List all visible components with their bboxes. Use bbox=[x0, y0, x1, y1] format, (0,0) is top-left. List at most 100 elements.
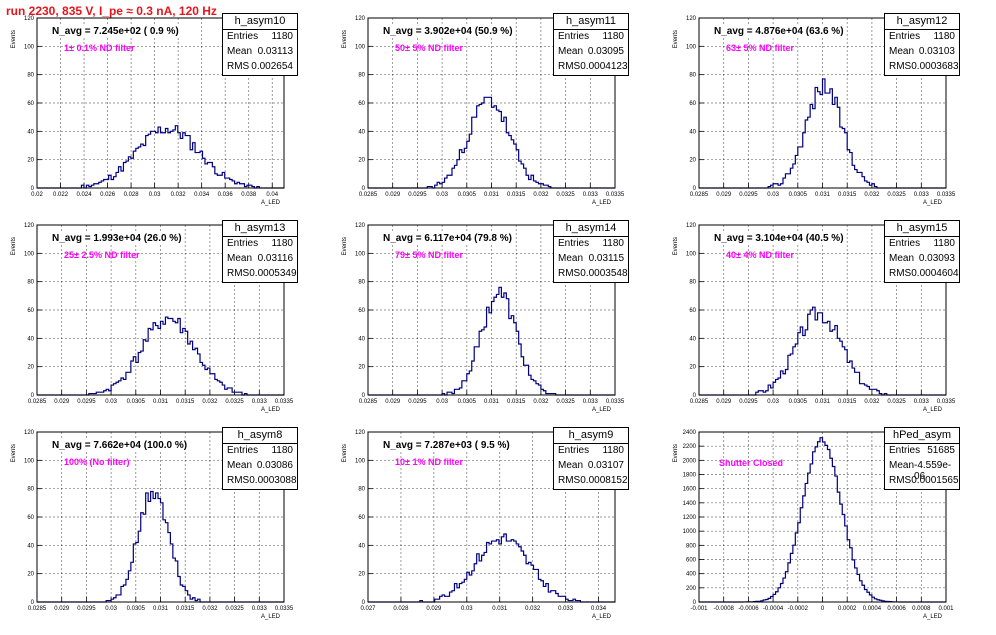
x-tick-label: 0.034 bbox=[194, 192, 210, 198]
y-tick-label: 100 bbox=[355, 458, 366, 464]
x-tick-label: 0.0335 bbox=[937, 399, 956, 405]
stats-value: 1180 bbox=[602, 31, 624, 42]
stats-key: Entries bbox=[889, 238, 921, 249]
y-tick-label: 1000 bbox=[683, 529, 697, 535]
x-tick-label: 0.029 bbox=[54, 399, 70, 405]
y-axis-title: Events bbox=[342, 237, 348, 255]
stats-value: 0.03086 bbox=[256, 460, 293, 471]
x-tick-label: 0.03 bbox=[436, 399, 448, 405]
y-tick-label: 0 bbox=[31, 393, 35, 399]
filter-label: 25± 2.5% ND filter bbox=[64, 250, 140, 260]
x-tick-label: 0.0295 bbox=[408, 399, 427, 405]
x-tick-label: 0.036 bbox=[218, 192, 234, 198]
y-tick-label: 60 bbox=[358, 101, 365, 107]
x-tick-label: 0.0335 bbox=[275, 399, 294, 405]
histogram-name: h_asym10 bbox=[223, 14, 297, 30]
x-tick-label: 0.02 bbox=[31, 192, 43, 198]
stats-row: Entries 1180 bbox=[885, 237, 959, 252]
stats-value: 0.03115 bbox=[588, 253, 624, 264]
y-tick-label: 0 bbox=[362, 393, 366, 399]
y-tick-label: 200 bbox=[686, 586, 697, 592]
histogram-name: h_asym15 bbox=[885, 221, 959, 237]
y-tick-label: 120 bbox=[24, 16, 35, 22]
y-tick-label: 100 bbox=[355, 251, 366, 257]
x-tick-label: 0.032 bbox=[202, 606, 218, 612]
stats-key: Entries bbox=[558, 238, 590, 249]
y-tick-label: 100 bbox=[686, 44, 697, 50]
stats-box: h_asym13 Entries 1180 Mean 0.03116 RMS 0.00053… bbox=[222, 220, 298, 283]
stats-row: Mean 0.03115 bbox=[554, 252, 628, 267]
stats-value: 0.0008152 bbox=[580, 475, 628, 486]
stats-value: 0.0003088 bbox=[249, 475, 297, 486]
y-tick-label: 100 bbox=[686, 251, 697, 257]
stats-value: 0.002654 bbox=[251, 61, 293, 72]
y-tick-label: 600 bbox=[686, 558, 697, 564]
x-tick-label: 0.033 bbox=[583, 192, 599, 198]
stats-row: RMS 0.0008152 bbox=[554, 474, 628, 489]
stats-key: RMS bbox=[889, 268, 912, 279]
histogram-name: h_asym12 bbox=[885, 14, 959, 30]
x-tick-label: 0.0305 bbox=[789, 192, 808, 198]
plot-frame bbox=[698, 224, 947, 396]
y-axis-title: Events bbox=[673, 237, 679, 255]
x-tick-label: 0.03 bbox=[105, 606, 117, 612]
histogram-pad-h-asym14: 0.0285 0.029 0.0295 0.03 0.0305 0.031 0.0315 0.… bbox=[331, 220, 662, 428]
filter-label: 79± 5% ND filter bbox=[395, 250, 463, 260]
stats-row: Entries 1180 bbox=[223, 30, 297, 45]
y-axis-title: Events bbox=[673, 444, 679, 462]
filter-label: 40± 4% ND filter bbox=[726, 250, 794, 260]
y-tick-label: 60 bbox=[689, 308, 696, 314]
y-axis-title: Events bbox=[11, 30, 17, 48]
stats-key: Mean bbox=[889, 253, 915, 264]
x-tick-label: 0.0325 bbox=[887, 192, 906, 198]
y-tick-label: 1800 bbox=[683, 473, 697, 479]
stats-value: 0.0003683 bbox=[911, 61, 959, 72]
stats-key: Entries bbox=[889, 31, 921, 42]
y-axis-title: Events bbox=[11, 444, 17, 462]
stats-key: Mean bbox=[227, 460, 253, 471]
y-tick-label: 60 bbox=[27, 515, 34, 521]
x-tick-label: 0.032 bbox=[864, 192, 880, 198]
stats-row: RMS 0.0005349 bbox=[223, 267, 297, 282]
stats-key: Mean bbox=[558, 46, 584, 57]
stats-row: RMS 0.002654 bbox=[223, 60, 297, 75]
navg-label: N_avg = 7.287e+03 ( 9.5 %) bbox=[383, 440, 510, 451]
y-tick-label: 80 bbox=[358, 280, 365, 286]
stats-row: Entries 51685 bbox=[885, 444, 959, 459]
stats-key: RMS bbox=[889, 475, 912, 486]
x-tick-label: 0.0004 bbox=[863, 606, 882, 612]
navg-label: N_avg = 1.993e+04 (26.0 %) bbox=[52, 233, 182, 244]
x-tick-label: 0.031 bbox=[492, 606, 508, 612]
y-tick-label: 100 bbox=[24, 251, 35, 257]
stats-row: RMS 0.0001565 bbox=[885, 474, 959, 489]
x-tick-label: 0.032 bbox=[202, 399, 218, 405]
x-tick-label: 0.0315 bbox=[838, 192, 857, 198]
x-tick-label: 0.0325 bbox=[887, 399, 906, 405]
y-tick-label: 2400 bbox=[683, 430, 697, 436]
stats-row: Mean 0.03116 bbox=[223, 252, 297, 267]
y-tick-label: 40 bbox=[358, 336, 365, 342]
y-tick-label: 800 bbox=[686, 543, 697, 549]
x-tick-label: 0.038 bbox=[241, 192, 257, 198]
x-tick-label: 0.0295 bbox=[77, 399, 96, 405]
x-tick-label: 0.0315 bbox=[507, 399, 526, 405]
y-tick-label: 80 bbox=[27, 280, 34, 286]
histogram-plot: 0.0285 0.029 0.0295 0.03 0.0305 0.031 0.0315 0.… bbox=[11, 430, 294, 620]
y-tick-label: 20 bbox=[358, 158, 365, 164]
x-tick-label: 0.024 bbox=[77, 192, 93, 198]
plot-frame bbox=[36, 17, 285, 189]
stats-key: Entries bbox=[889, 445, 921, 456]
y-tick-label: 40 bbox=[358, 129, 365, 135]
y-tick-label: 20 bbox=[358, 365, 365, 371]
x-tick-label: 0.03 bbox=[105, 399, 117, 405]
x-tick-label: 0.0335 bbox=[606, 192, 625, 198]
x-tick-label: 0.03 bbox=[436, 192, 448, 198]
y-tick-label: 40 bbox=[689, 336, 696, 342]
x-axis-title: A_LED bbox=[261, 200, 281, 206]
y-tick-label: 0 bbox=[693, 600, 697, 606]
y-tick-label: 120 bbox=[355, 430, 366, 436]
histogram-plot: 0.0285 0.029 0.0295 0.03 0.0305 0.031 0.0315 0.… bbox=[342, 16, 625, 206]
y-tick-label: 60 bbox=[689, 101, 696, 107]
x-tick-label: 0.0285 bbox=[690, 399, 709, 405]
x-tick-label: 0.026 bbox=[100, 192, 116, 198]
